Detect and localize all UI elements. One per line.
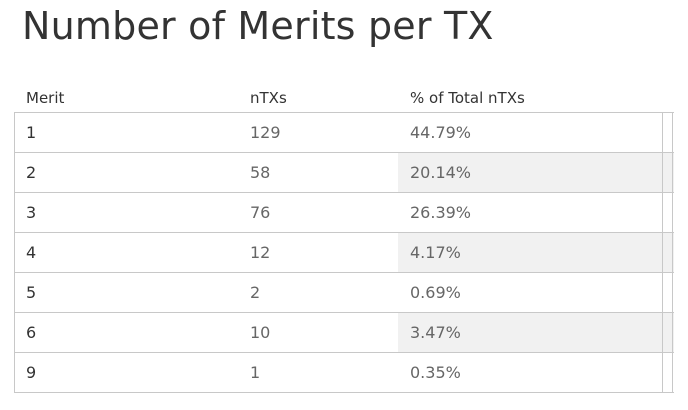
- pct-cell-shading: [398, 153, 674, 192]
- pct-cell: 26.39%: [410, 203, 472, 222]
- pct-cell-shading: [398, 313, 674, 352]
- table-body: 1 129 44.79% 2 58 20.14% 3 76 26.39% 4 12 4.17% 5 2 0.…: [14, 112, 674, 393]
- ntxs-cell: 58: [250, 163, 271, 182]
- ntxs-cell: 2: [250, 283, 261, 302]
- ntxs-cell: 10: [250, 323, 271, 342]
- merits-table: Merit nTXs % of Total nTXs 1 129 44.79% 2 58…: [14, 86, 674, 393]
- merit-cell: 9: [26, 363, 37, 382]
- pct-cell: 44.79%: [410, 123, 472, 142]
- merit-cell: 2: [26, 163, 37, 182]
- ntxs-cell: 1: [250, 363, 261, 382]
- ntxs-cell: 76: [250, 203, 271, 222]
- table-row[interactable]: 3 76 26.39%: [15, 193, 674, 233]
- column-header-ntxs[interactable]: nTXs: [250, 89, 287, 107]
- pct-cell: 4.17%: [410, 243, 461, 262]
- merit-cell: 4: [26, 243, 37, 262]
- pct-cell: 20.14%: [410, 163, 472, 182]
- pct-cell: 3.47%: [410, 323, 461, 342]
- merit-cell: 1: [26, 123, 37, 142]
- merit-cell: 6: [26, 323, 37, 342]
- merit-cell: 3: [26, 203, 37, 222]
- ntxs-cell: 12: [250, 243, 271, 262]
- pct-cell: 0.35%: [410, 363, 461, 382]
- table-row[interactable]: 9 1 0.35%: [15, 353, 674, 393]
- chart-title: Number of Merits per TX: [22, 4, 494, 48]
- merit-cell: 5: [26, 283, 37, 302]
- table-right-border: [662, 113, 663, 393]
- table-row[interactable]: 5 2 0.69%: [15, 273, 674, 313]
- column-header-merit[interactable]: Merit: [26, 89, 65, 107]
- column-header-pct[interactable]: % of Total nTXs: [410, 89, 525, 107]
- table-row[interactable]: 2 58 20.14%: [15, 153, 674, 193]
- table-scroll-edge: [672, 112, 673, 393]
- pct-cell: 0.69%: [410, 283, 461, 302]
- ntxs-cell: 129: [250, 123, 281, 142]
- table-row[interactable]: 6 10 3.47%: [15, 313, 674, 353]
- pct-cell-shading: [398, 233, 674, 272]
- table-row[interactable]: 1 129 44.79%: [15, 113, 674, 153]
- table-header: Merit nTXs % of Total nTXs: [14, 86, 674, 112]
- table-row[interactable]: 4 12 4.17%: [15, 233, 674, 273]
